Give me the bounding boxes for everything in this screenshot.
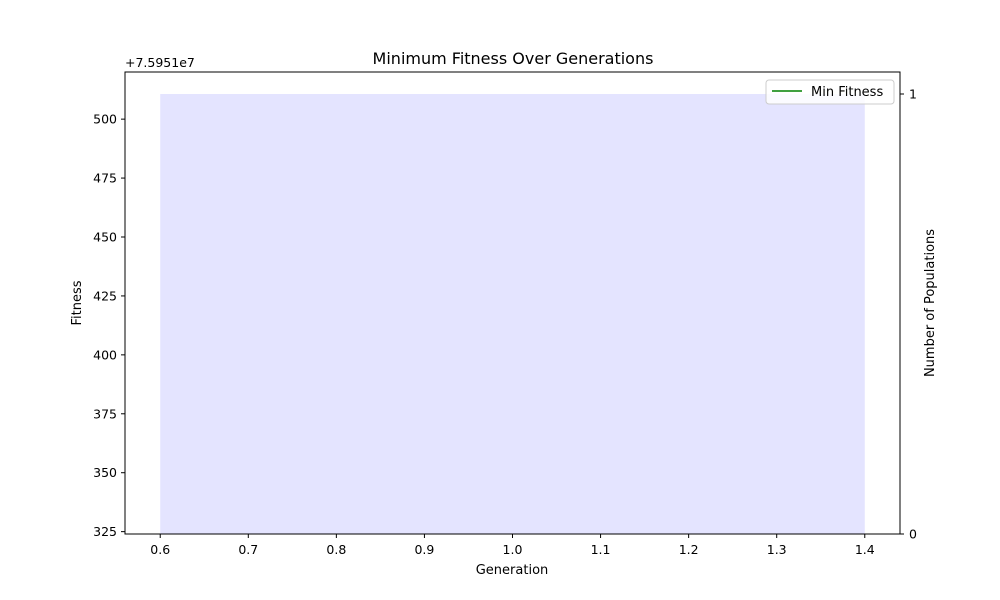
x-tick-label: 1.2 — [679, 542, 699, 557]
x-tick-label: 1.3 — [767, 542, 787, 557]
y-axis: 325 350 375 400 425 450 475 500 — [93, 112, 125, 539]
y-tick-label: 475 — [93, 171, 117, 186]
legend: Min Fitness — [765, 79, 895, 105]
x-tick-label: 1.1 — [591, 542, 611, 557]
plot-layer — [160, 94, 865, 534]
y-axis-label: Fitness — [70, 280, 85, 325]
y-tick-label: 450 — [93, 230, 117, 245]
x-tick-label: 1.4 — [855, 542, 875, 557]
y2-axis: 01 — [900, 87, 917, 542]
x-tick-label: 0.9 — [414, 542, 434, 557]
y-tick-label: 375 — [93, 406, 117, 421]
legend-label-min-fitness: Min Fitness — [811, 85, 883, 100]
y2-tick-label: 0 — [909, 527, 917, 542]
chart-title: Minimum Fitness Over Generations — [373, 49, 654, 68]
y-tick-label: 400 — [93, 347, 117, 362]
y2-axis-label: Number of Populations — [923, 229, 938, 377]
y-offset-text: +7.5951e7 — [125, 55, 195, 70]
legend-box — [765, 79, 895, 105]
x-axis: 0.6 0.7 0.8 0.9 1.0 1.1 1.2 1.3 1.4 — [150, 534, 875, 557]
y-tick-label: 350 — [93, 465, 117, 480]
y-tick-label: 325 — [93, 524, 117, 539]
y-tick-label: 500 — [93, 112, 117, 127]
bar-0 — [160, 94, 865, 534]
y-tick-label: 425 — [93, 288, 117, 303]
x-tick-label: 1.0 — [503, 542, 523, 557]
y2-tick-label: 1 — [909, 87, 917, 102]
x-tick-label: 0.6 — [150, 542, 170, 557]
x-tick-label: 0.8 — [326, 542, 346, 557]
x-tick-label: 0.7 — [238, 542, 258, 557]
x-axis-label: Generation — [476, 563, 549, 578]
